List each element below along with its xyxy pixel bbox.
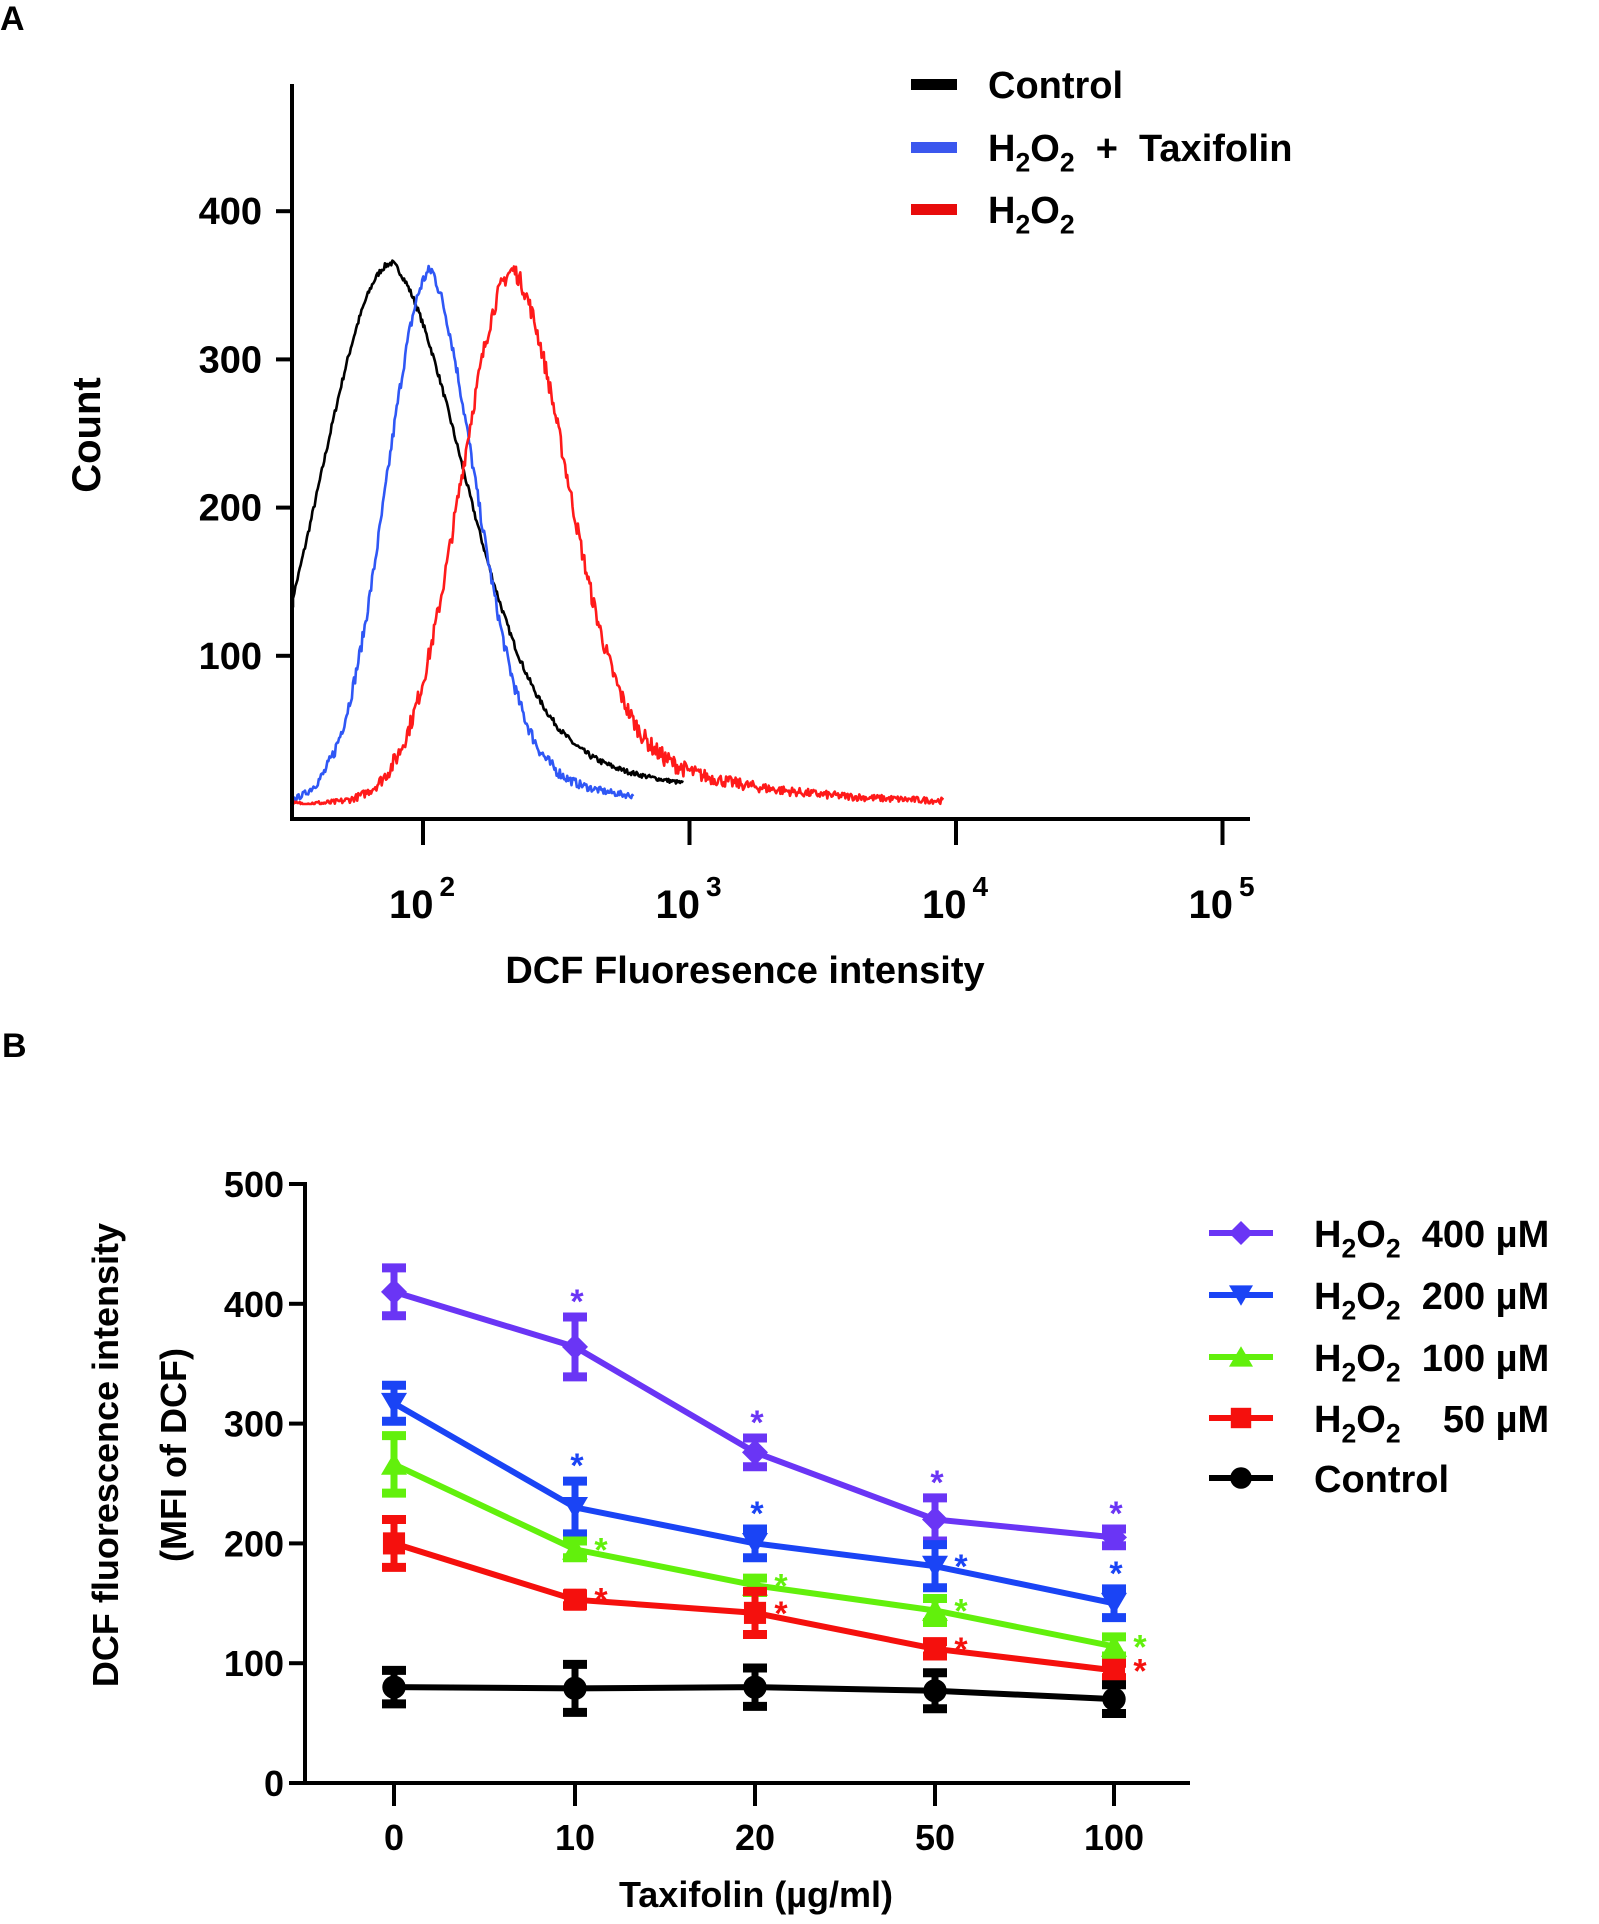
b-x-tick-label: 50 — [915, 1817, 955, 1858]
b-legend-label: H2O2 200 µM — [1314, 1276, 1549, 1326]
significance-star: * — [750, 1495, 764, 1533]
marker-triangle-up — [381, 1452, 407, 1475]
histogram-h2o2 — [291, 265, 945, 806]
panel-label-a: A — [0, 0, 25, 38]
marker-triangle-up — [922, 1598, 948, 1621]
significance-star: * — [954, 1631, 968, 1669]
significance-star: * — [930, 1464, 944, 1502]
marker-circle — [1230, 1467, 1252, 1489]
a-legend-label: H2O2 + Taxifolin — [988, 128, 1292, 178]
b-y-ticks: 0 100 200 300 400 500 — [224, 1164, 305, 1804]
series-h2o2-50-m: * *** — [382, 1514, 1147, 1690]
b-legend-label: H2O2 50 µM — [1314, 1399, 1549, 1449]
b-series: ******* ****** *** — [381, 1263, 1147, 1719]
marker-triangle-down — [742, 1533, 768, 1556]
marker-circle — [743, 1675, 767, 1699]
a-x-ticks: 10 2 10 3 10 4 10 5 — [389, 819, 1255, 927]
b-y-tick-label: 100 — [224, 1643, 284, 1684]
b-legend-label: H2O2 400 µM — [1314, 1214, 1549, 1264]
b-x-ticks: 0 10 20 50 100 — [384, 1783, 1144, 1858]
a-legend-label: H2O2 — [988, 190, 1075, 240]
marker-triangle-down — [562, 1497, 588, 1520]
b-x-tick-label: 0 — [384, 1817, 404, 1858]
a-legend-swatch — [911, 142, 957, 153]
marker-diamond — [562, 1333, 588, 1360]
b-y-tick-label: 500 — [224, 1164, 284, 1205]
marker-square — [563, 1588, 587, 1611]
significance-star: * — [1109, 1495, 1123, 1533]
b-x-axis-title: Taxifolin (µg/ml) — [619, 1874, 893, 1915]
a-x-tick-label: 10 4 — [922, 871, 989, 927]
panel-a-histogram: 100 200 300 400 10 2 10 3 10 4 10 5 Count DCF Fluo… — [65, 65, 1292, 992]
significance-star: * — [954, 1592, 968, 1630]
series-h2o2-400-m: * * * * — [381, 1263, 1127, 1551]
significance-star: * — [1109, 1555, 1123, 1593]
marker-triangle-up — [1229, 1346, 1253, 1367]
marker-diamond — [1229, 1221, 1253, 1245]
a-x-tick-label: 10 5 — [1189, 871, 1255, 927]
marker-diamond — [381, 1278, 407, 1305]
a-y-tick-label: 400 — [199, 191, 262, 233]
significance-star: * — [570, 1447, 584, 1485]
marker-triangle-up — [1101, 1634, 1127, 1657]
significance-star: * — [570, 1283, 584, 1321]
significance-star: * — [1133, 1628, 1147, 1666]
b-legend-label: Control — [1314, 1459, 1449, 1501]
a-legend-label: Control — [988, 65, 1123, 107]
marker-triangle-up — [562, 1537, 588, 1560]
marker-triangle-down — [381, 1392, 407, 1415]
significance-star: * — [774, 1595, 788, 1633]
b-y-tick-label: 200 — [224, 1523, 284, 1564]
a-x-axis-title: DCF Fluoresence intensity — [505, 950, 984, 992]
marker-square — [1230, 1407, 1252, 1429]
marker-circle — [923, 1679, 947, 1703]
marker-triangle-down — [1229, 1285, 1253, 1306]
panel-label-b: B — [2, 1027, 27, 1065]
a-x-tick-label: 10 3 — [656, 871, 722, 927]
b-y-tick-label: 400 — [224, 1284, 284, 1325]
histogram-h2o2-taxifolin — [291, 264, 635, 802]
marker-circle — [1102, 1687, 1126, 1711]
marker-diamond — [922, 1506, 948, 1533]
marker-square — [923, 1637, 947, 1660]
marker-square — [1102, 1659, 1126, 1682]
marker-diamond — [742, 1439, 768, 1466]
marker-diamond — [1101, 1524, 1127, 1551]
series-control — [382, 1659, 1126, 1719]
marker-circle — [563, 1676, 587, 1701]
histogram-curves — [291, 259, 945, 806]
a-y-axis-title: Count — [65, 377, 109, 493]
b-x-tick-label: 10 — [555, 1817, 595, 1858]
b-y-tick-label: 300 — [224, 1404, 284, 1445]
marker-triangle-down — [922, 1555, 948, 1578]
marker-square — [382, 1532, 406, 1555]
a-legend: Control H2O2 + Taxifolin H2O2 — [911, 65, 1292, 240]
a-y-tick-label: 200 — [199, 488, 262, 530]
b-x-tick-label: 100 — [1084, 1817, 1144, 1858]
b-y-axis-title-line1: DCF fluorescence intensity — [85, 1223, 126, 1687]
b-y-tick-label: 0 — [264, 1763, 284, 1804]
a-y-ticks: 100 200 300 400 — [199, 191, 292, 678]
significance-star: * — [594, 1582, 608, 1620]
marker-triangle-down — [1101, 1592, 1127, 1615]
a-x-tick-label: 10 2 — [389, 871, 455, 927]
a-y-tick-label: 100 — [199, 636, 262, 678]
b-legend-label: H2O2 100 µM — [1314, 1338, 1549, 1388]
significance-star: * — [1133, 1652, 1147, 1690]
significance-star: * — [954, 1548, 968, 1586]
a-y-tick-label: 300 — [199, 339, 262, 381]
b-x-tick-label: 20 — [735, 1817, 775, 1858]
series-h2o2-200-m: * * * * — [381, 1380, 1127, 1623]
significance-star: * — [774, 1567, 788, 1605]
b-legend: H2O2 400 µM H2O2 200 µM H2O2 100 µM H2O2 50… — [1209, 1214, 1549, 1501]
a-legend-swatch — [911, 204, 957, 215]
b-y-axis-title-line2: (MFI of DCF) — [153, 1348, 194, 1562]
a-legend-swatch — [911, 79, 957, 90]
significance-star: * — [750, 1404, 764, 1442]
marker-square — [743, 1601, 767, 1624]
marker-circle — [382, 1675, 406, 1699]
significance-star: * — [594, 1531, 608, 1569]
